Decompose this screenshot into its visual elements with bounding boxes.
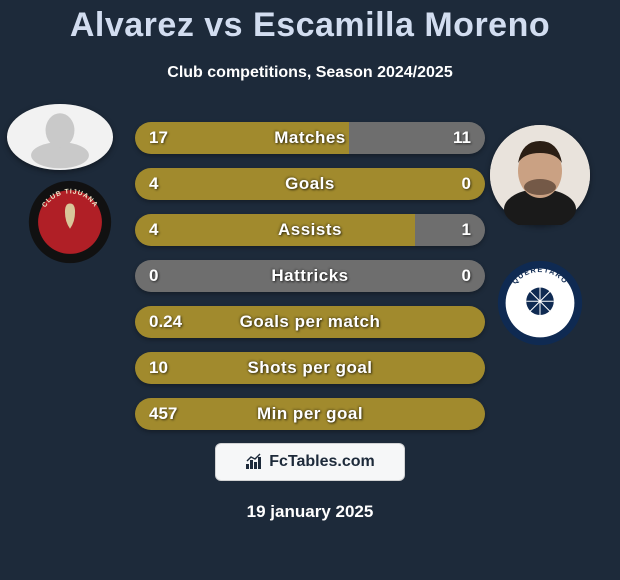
stat-value-right: 11 <box>439 122 485 154</box>
stat-row: Shots per goal10 <box>135 352 485 384</box>
comparison-subtitle: Club competitions, Season 2024/2025 <box>0 64 620 82</box>
stat-row: Min per goal457 <box>135 398 485 430</box>
stat-row: Matches17 11 <box>135 122 485 154</box>
stat-value-left: 0 <box>135 260 172 292</box>
fctables-label: FcTables.com <box>269 453 375 471</box>
stat-label: Goals <box>135 168 485 200</box>
stat-value-right <box>457 398 485 430</box>
stat-value-left: 4 <box>135 214 172 246</box>
club-right-emblem-lines <box>526 288 554 316</box>
fctables-attribution: FcTables.com <box>215 443 405 481</box>
stat-value-right <box>457 352 485 384</box>
stat-value-left: 17 <box>135 122 182 154</box>
stats-bars: Matches1711Goals40Assists41Hattricks00Go… <box>135 122 485 444</box>
chart-icon <box>245 453 263 471</box>
stat-value-right: 1 <box>448 214 485 246</box>
stat-label: Shots per goal <box>135 352 485 384</box>
stat-value-right: 0 <box>448 260 485 292</box>
stat-value-left: 457 <box>135 398 191 430</box>
stat-value-left: 10 <box>135 352 182 384</box>
stat-value-left: 0.24 <box>135 306 196 338</box>
comparison-date: 19 january 2025 <box>0 502 620 522</box>
stat-row: Hattricks0 0 <box>135 260 485 292</box>
player-left-club-badge: CLUB TIJUANA <box>28 180 112 264</box>
stat-row: Assists4 1 <box>135 214 485 246</box>
stat-row: Goals4 0 <box>135 168 485 200</box>
stat-value-left: 4 <box>135 168 172 200</box>
avatar-right-beard <box>524 179 556 195</box>
stat-value-right <box>457 306 485 338</box>
stat-row: Goals per match0.24 <box>135 306 485 338</box>
stat-label: Assists <box>135 214 485 246</box>
stat-label: Hattricks <box>135 260 485 292</box>
player-right-avatar <box>490 125 590 225</box>
stat-label: Matches <box>135 122 485 154</box>
stat-value-right: 0 <box>448 168 485 200</box>
player-right-club-badge: QUERETARO <box>497 260 583 346</box>
player-left-avatar <box>7 104 113 170</box>
silhouette-head <box>46 113 75 147</box>
comparison-title: Alvarez vs Escamilla Moreno <box>0 6 620 45</box>
